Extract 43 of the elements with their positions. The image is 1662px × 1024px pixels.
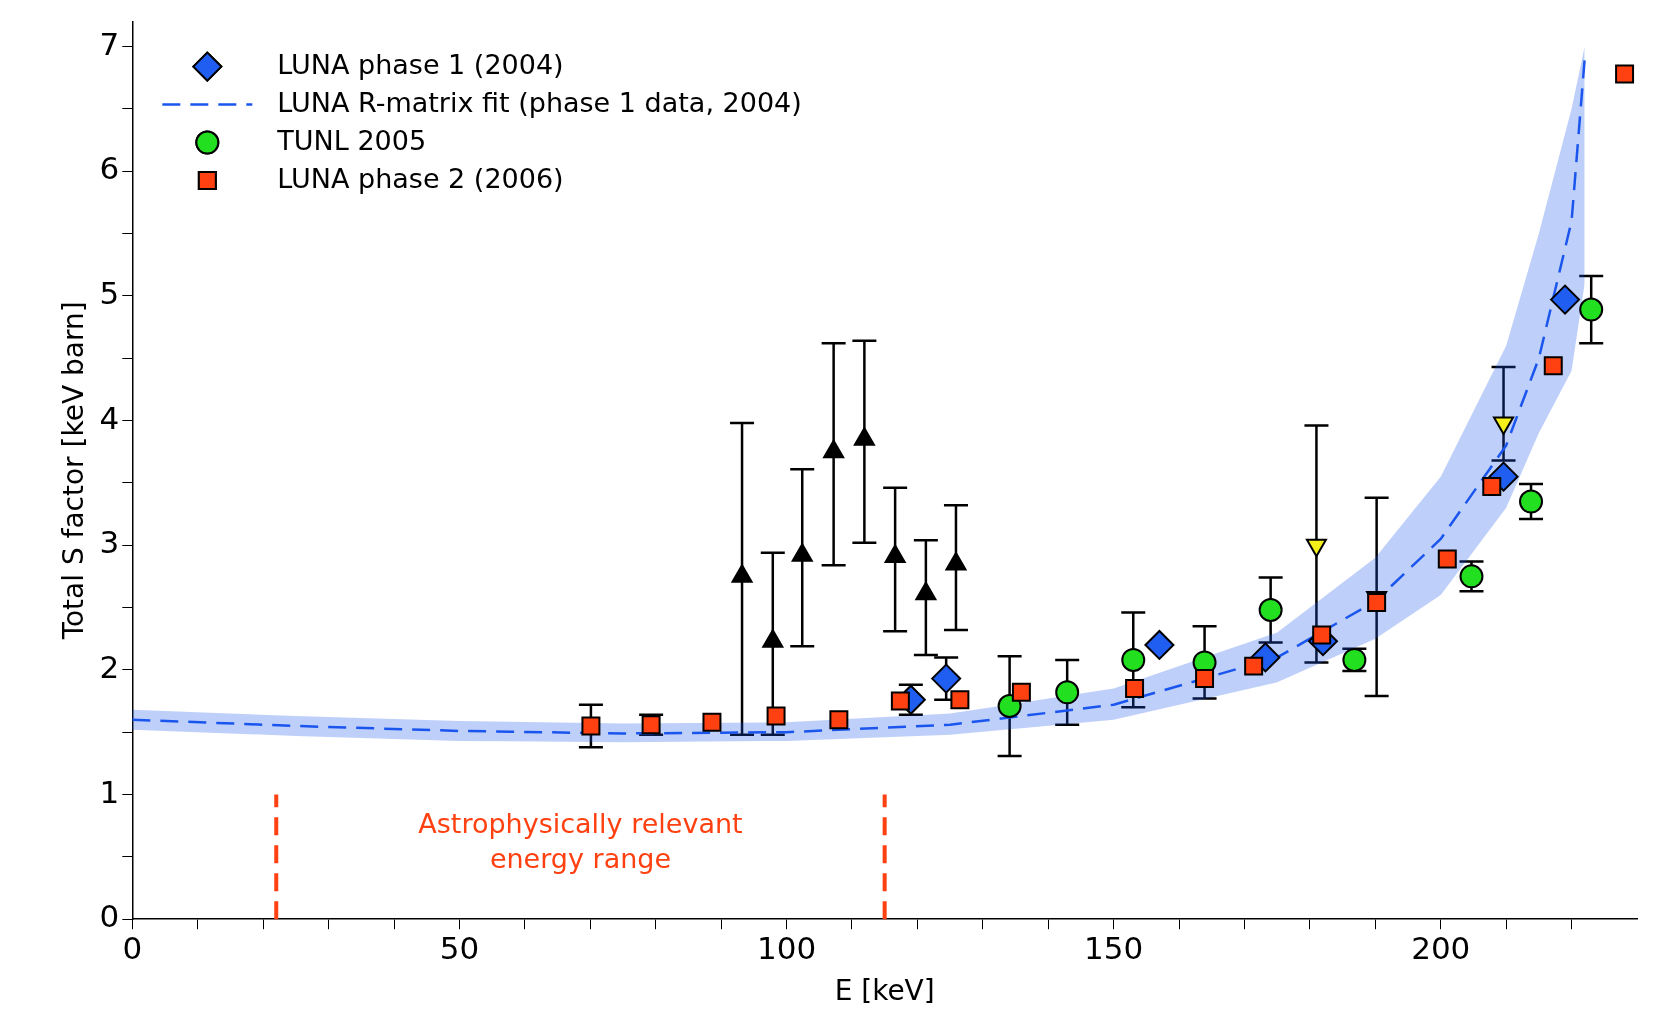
- y-axis-title: Total S factor [keV barn]: [57, 301, 91, 641]
- point: [1312, 625, 1332, 645]
- y-tick-label: 2: [99, 648, 120, 685]
- point: [1519, 489, 1544, 514]
- point: [1258, 598, 1283, 623]
- point: [702, 712, 722, 732]
- annotation: Astrophysically relevant energy range: [418, 807, 743, 874]
- point: [1437, 549, 1457, 569]
- y-tick-label: 5: [99, 274, 120, 311]
- point: [1244, 656, 1264, 676]
- y-tick-label: 3: [99, 524, 120, 561]
- point: [950, 690, 970, 710]
- point: [1144, 629, 1175, 660]
- legend-label: LUNA R-matrix fit (phase 1 data, 2004): [277, 86, 802, 118]
- y-tick-label: 4: [99, 399, 120, 436]
- y-tick-label: 1: [99, 773, 120, 810]
- point: [1125, 679, 1145, 699]
- x-axis-title: E [keV]: [834, 974, 935, 1008]
- point: [931, 663, 962, 694]
- legend-label: LUNA phase 1 (2004): [277, 48, 564, 80]
- legend-label: LUNA phase 2 (2006): [277, 162, 564, 194]
- x-tick-label: 0: [122, 929, 143, 966]
- y-tick-label: 0: [99, 898, 120, 935]
- x-tick-label: 50: [439, 929, 480, 966]
- point: [1579, 297, 1604, 322]
- point: [1482, 477, 1502, 497]
- y-tick-label: 6: [99, 150, 120, 187]
- point: [1543, 356, 1563, 376]
- point: [829, 710, 849, 730]
- point: [1055, 680, 1080, 705]
- point: [1195, 669, 1215, 689]
- y-tick-label: 7: [99, 25, 120, 62]
- point: [890, 691, 910, 711]
- legend-label: TUNL 2005: [276, 124, 427, 156]
- x-tick-label: 100: [756, 929, 817, 966]
- point: [1615, 64, 1635, 84]
- x-tick-label: 200: [1411, 929, 1471, 966]
- point: [581, 716, 601, 736]
- point: [1121, 647, 1146, 672]
- point: [1550, 284, 1581, 315]
- point: [766, 706, 786, 726]
- x-tick-label: 150: [1084, 929, 1144, 966]
- point: [1011, 682, 1031, 702]
